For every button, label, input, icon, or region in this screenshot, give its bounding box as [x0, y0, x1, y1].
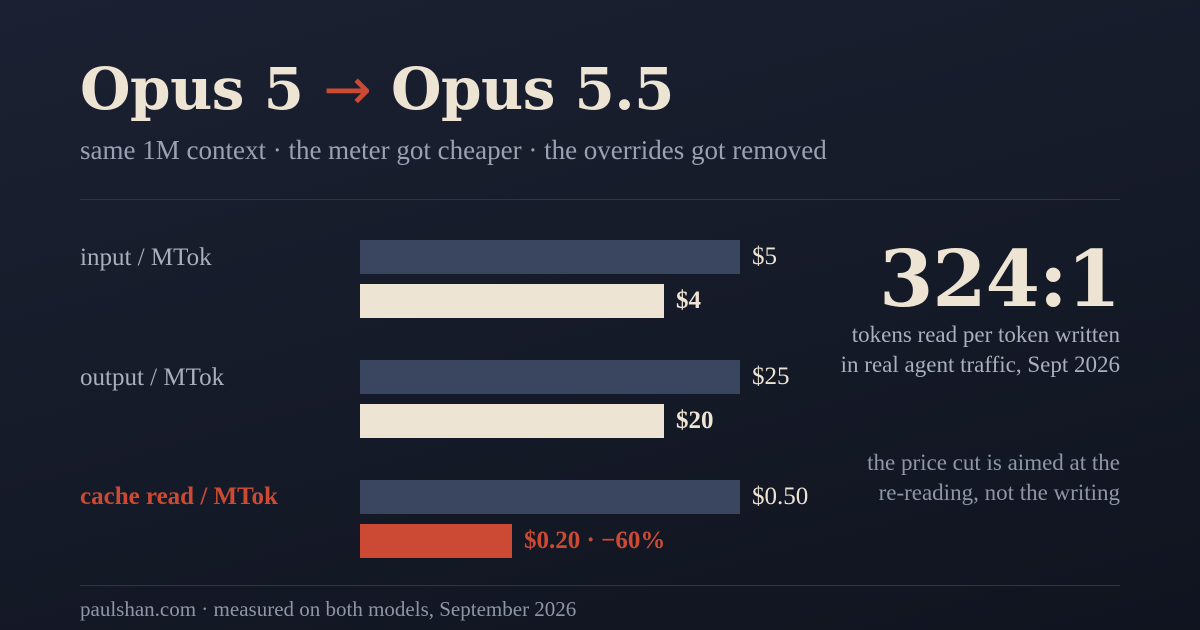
title-to-model: Opus 5.5 [390, 55, 675, 123]
top-divider [80, 199, 1120, 200]
value-label-input-new: $4 [676, 287, 701, 314]
page-title: Opus 5 → Opus 5.5 [80, 54, 674, 124]
price-cut-note: the price cut is aimed at the re-reading… [867, 448, 1120, 508]
category-label-output: output / MTok [80, 364, 225, 391]
ratio-caption: tokens read per token written in real ag… [841, 320, 1120, 380]
category-label-cache-read: cache read / MTok [80, 483, 278, 510]
bar-cache-read-new [360, 524, 512, 558]
value-label-output-new: $20 [676, 407, 714, 434]
value-label-cache-read-new: $0.20 · −60% [524, 527, 666, 554]
bottom-divider [80, 585, 1120, 586]
bar-output-old [360, 360, 740, 394]
ratio-caption-line-2: in real agent traffic, Sept 2026 [840, 352, 1120, 377]
page-subtitle: same 1M context · the meter got cheaper … [80, 135, 827, 165]
value-label-output-old: $25 [752, 363, 790, 390]
price-cut-note-line-1: the price cut is aimed at the [867, 450, 1120, 475]
ratio-caption-line-1: tokens read per token written [851, 322, 1120, 347]
title-from-model: Opus 5 [80, 55, 304, 123]
ratio-stat: 324:1 [879, 234, 1121, 325]
bar-input-old [360, 240, 740, 274]
price-cut-note-line-2: re-reading, not the writing [878, 480, 1120, 505]
value-label-input-old: $5 [752, 243, 777, 270]
value-label-cache-read-old: $0.50 [752, 483, 809, 510]
category-label-input: input / MTok [80, 244, 212, 271]
bar-input-new [360, 284, 664, 318]
right-arrow-icon: → [323, 55, 372, 123]
bar-cache-read-old [360, 480, 740, 514]
footer-credit: paulshan.com · measured on both models, … [80, 597, 577, 621]
bar-output-new [360, 404, 664, 438]
